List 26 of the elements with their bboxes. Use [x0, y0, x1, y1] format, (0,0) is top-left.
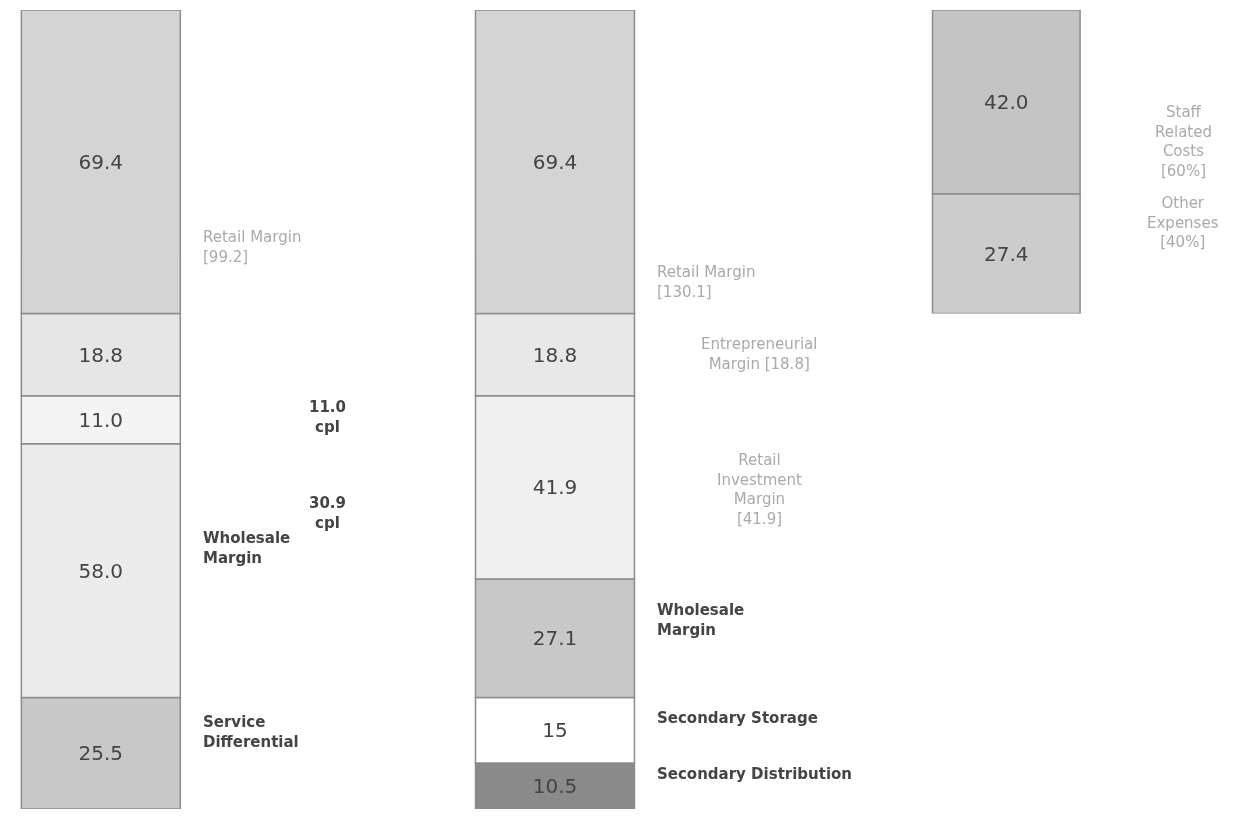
data-label: 27.1 [532, 626, 578, 651]
data-label: 25.5 [78, 741, 124, 766]
data-label: 18.8 [78, 342, 124, 367]
data-label: 69.4 [532, 149, 578, 174]
annotation: Service Differential [203, 713, 299, 751]
data-label: 58.0 [78, 558, 124, 583]
text: Other Expenses [40%] [1147, 194, 1219, 251]
annotation: Secondary Storage [657, 709, 818, 727]
annotation: 30.9 cpl [309, 494, 347, 532]
data-label: 15 [542, 718, 568, 743]
data-label: 69.4 [78, 149, 124, 174]
data-label: 18.8 [532, 342, 578, 367]
annotation: Retail Margin [130.1] [657, 263, 756, 301]
data-label: 27.4 [984, 241, 1029, 266]
text: Staff Related Costs [60%] [1155, 103, 1212, 180]
data-label: 41.9 [532, 475, 578, 500]
data-label: 11.0 [78, 407, 124, 432]
annotation: Wholesale Margin [203, 529, 291, 567]
annotation: Wholesale Margin [657, 601, 745, 639]
data-label: 10.5 [532, 774, 578, 799]
annotation: Retail Investment Margin [41.9] [717, 451, 803, 528]
data-label: 42.0 [984, 89, 1029, 114]
annotation: Secondary Distribution [657, 765, 853, 783]
annotation: 11.0 cpl [309, 398, 347, 436]
annotation: Retail Margin [99.2] [203, 228, 302, 266]
annotation: Entrepreneurial Margin [18.8] [701, 335, 818, 373]
